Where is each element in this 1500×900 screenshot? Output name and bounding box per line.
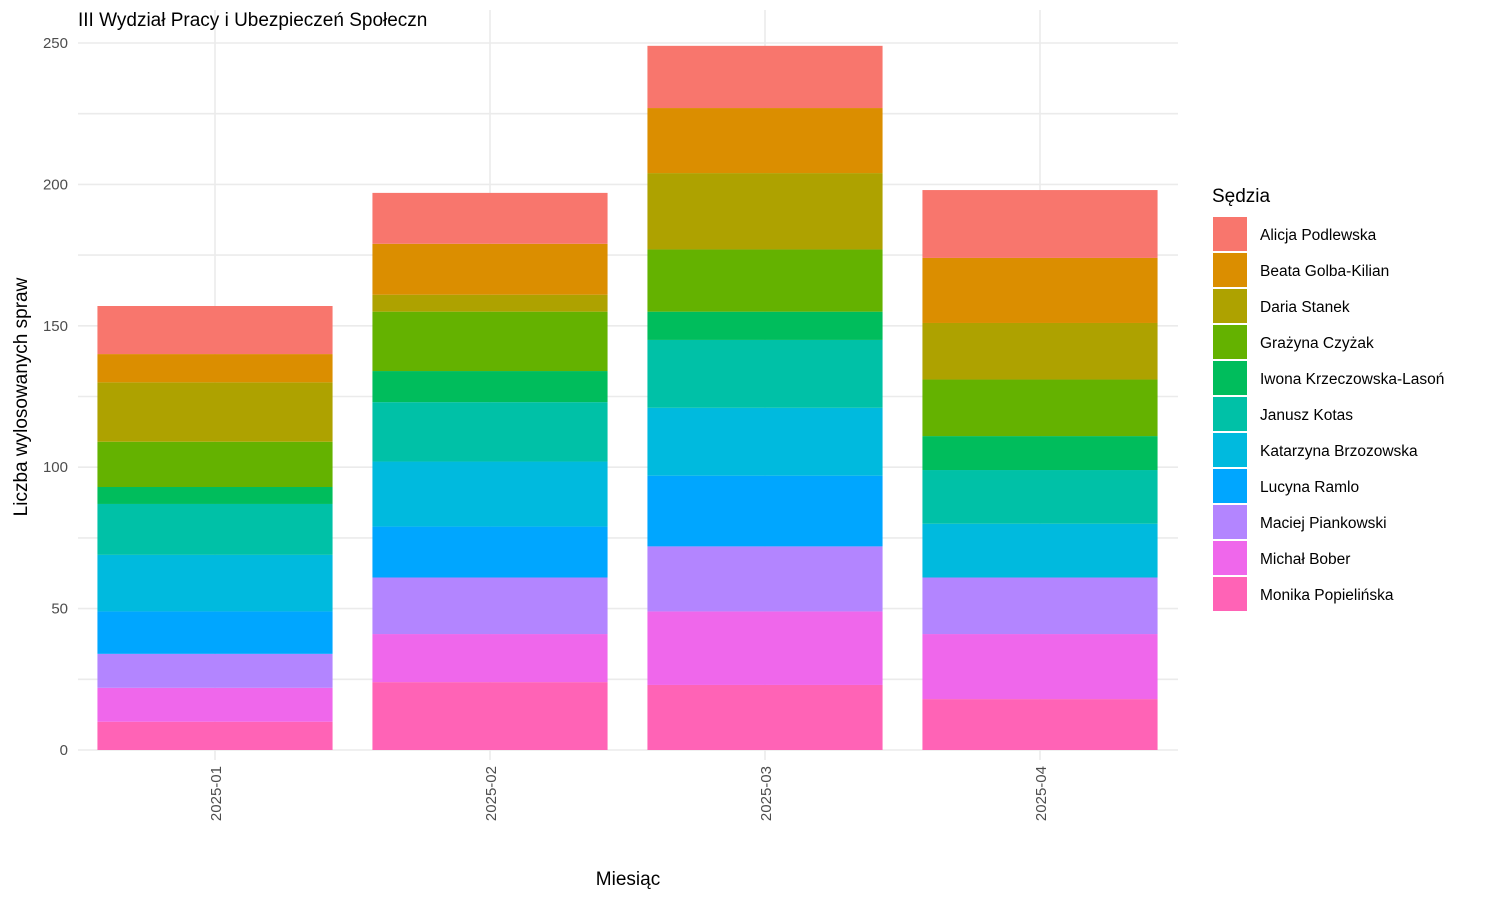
legend-key — [1213, 253, 1247, 287]
bar-segment — [647, 611, 883, 685]
legend-label: Daria Stanek — [1260, 299, 1350, 316]
legend-key — [1213, 361, 1247, 395]
legend-label: Beata Golba-Kilian — [1260, 263, 1389, 280]
bar-segment — [922, 257, 1158, 323]
bar-segment — [647, 546, 883, 612]
bar-segment — [647, 173, 883, 250]
y-axis: 0 50 100 150 200 250 — [43, 35, 68, 759]
legend-label: Monika Popielińska — [1260, 587, 1394, 604]
x-axis: 2025-01 2025-02 2025-03 2025-04 — [208, 766, 1050, 821]
legend-key — [1213, 505, 1247, 539]
bar-segment — [372, 461, 608, 527]
bar-segment — [97, 653, 333, 688]
bar-segment — [97, 486, 333, 504]
bar-segment — [372, 526, 608, 578]
legend-label: Lucyna Ramlo — [1260, 479, 1359, 496]
bar-segment — [922, 436, 1158, 471]
bar-segment — [922, 699, 1158, 750]
bar-segment — [372, 311, 608, 372]
legend-key — [1213, 325, 1247, 359]
bar-segment — [647, 108, 883, 174]
y-tick-label: 0 — [60, 742, 68, 759]
chart-title: III Wydział Pracy i Ubezpieczeń Społeczn — [78, 10, 427, 31]
bar-segment — [97, 721, 333, 750]
y-tick-label: 200 — [43, 176, 68, 193]
y-tick-label: 150 — [43, 318, 68, 335]
bar-segment — [97, 611, 333, 654]
x-tick-label: 2025-03 — [758, 766, 775, 821]
bar-segment — [97, 503, 333, 555]
bar-segment — [922, 379, 1158, 437]
bar-segment — [372, 371, 608, 403]
bar-segment — [97, 687, 333, 722]
legend-key — [1213, 397, 1247, 431]
legend-key — [1213, 577, 1247, 611]
legend-label: Katarzyna Brzozowska — [1260, 443, 1418, 460]
legend-key — [1213, 541, 1247, 575]
legend-key — [1213, 217, 1247, 251]
y-tick-label: 50 — [51, 601, 68, 618]
legend-key — [1213, 469, 1247, 503]
legend-key — [1213, 289, 1247, 323]
bar-segment — [97, 441, 333, 487]
legend-title: Sędzia — [1212, 186, 1271, 207]
bar-segment — [647, 249, 883, 312]
bar-segment — [647, 311, 883, 340]
legend: Sędzia Alicja Podlewska Beata Golba-Kilia… — [1212, 186, 1444, 611]
legend-label: Alicja Podlewska — [1260, 227, 1377, 244]
bar-segment — [647, 407, 883, 476]
bar-segment — [97, 306, 333, 355]
legend-label: Michał Bober — [1260, 551, 1350, 568]
bar-segment — [922, 322, 1158, 380]
bar-segment — [922, 634, 1158, 700]
bar-segment — [922, 577, 1158, 635]
bar-segment — [97, 354, 333, 383]
x-tick-label: 2025-02 — [483, 766, 500, 821]
x-tick-label: 2025-04 — [1033, 766, 1050, 821]
x-axis-title: Miesiąc — [596, 869, 660, 890]
bar-segment — [647, 475, 883, 547]
legend-key — [1213, 433, 1247, 467]
bar-segment — [647, 339, 883, 408]
bar-segment — [372, 682, 608, 750]
bars — [97, 45, 1158, 750]
legend-label: Maciej Piankowski — [1260, 515, 1387, 532]
legend-label: Iwona Krzeczowska-Lasoń — [1260, 371, 1444, 388]
bar-segment — [922, 470, 1158, 524]
legend-label: Janusz Kotas — [1260, 407, 1353, 424]
bar-segment — [372, 294, 608, 312]
bar-segment — [97, 382, 333, 442]
bar-segment — [372, 634, 608, 683]
legend-label: Grażyna Czyżak — [1260, 335, 1374, 352]
bar-segment — [372, 577, 608, 635]
bar-segment — [97, 554, 333, 612]
bar-segment — [647, 45, 883, 109]
y-axis-title: Liczba wylosowanych spraw — [11, 277, 32, 516]
x-tick-label: 2025-01 — [208, 766, 225, 821]
bar-segment — [922, 523, 1158, 578]
y-tick-label: 100 — [43, 459, 68, 476]
bar-segment — [372, 402, 608, 462]
y-tick-label: 250 — [43, 35, 68, 52]
bar-segment — [922, 190, 1158, 258]
bar-segment — [372, 243, 608, 295]
bar-segment — [647, 684, 883, 750]
bar-segment — [372, 192, 608, 244]
